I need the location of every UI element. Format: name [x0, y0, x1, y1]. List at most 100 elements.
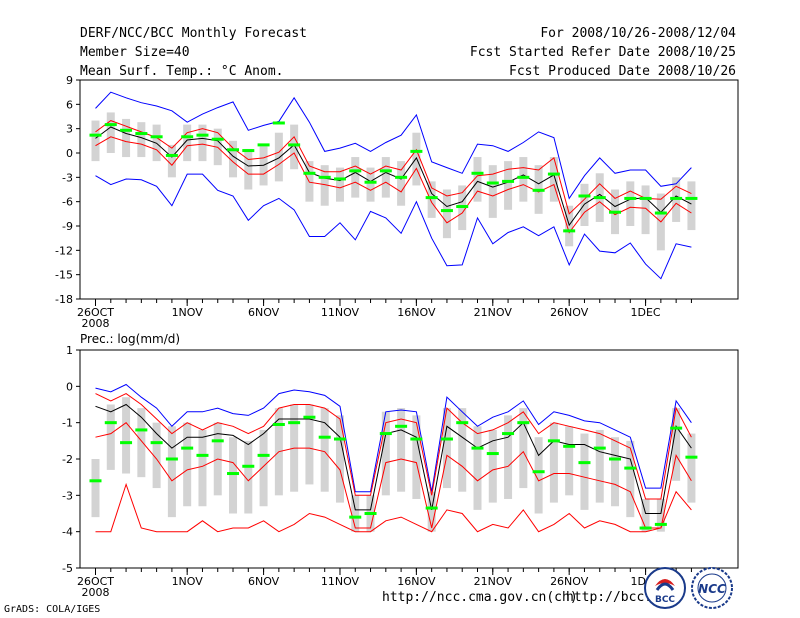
header-left: DERF/NCC/BCC Monthly Forecast Member Siz…: [80, 24, 307, 81]
temp-box: [427, 181, 436, 218]
header-right: For 2008/10/26-2008/12/04 Fcst Started R…: [470, 24, 736, 81]
temp-ytick-label: -15: [55, 269, 73, 282]
prec-median-mark: [502, 432, 515, 436]
prec-median-mark: [364, 512, 377, 515]
temp-xtick-label: 16NOV: [397, 306, 436, 319]
prec-median-mark: [532, 470, 545, 474]
bcc-logo: BCC: [644, 567, 686, 609]
prec-box: [519, 408, 528, 489]
temp-ytick-label: 6: [66, 98, 73, 111]
prec-box: [412, 415, 421, 499]
temp-box: [381, 157, 390, 198]
footer-url-ncc[interactable]: http://ncc.cma.gov.cn(ch): [382, 590, 578, 605]
temp-box: [91, 120, 100, 162]
temp-box: [259, 146, 268, 186]
prec-box: [320, 408, 329, 492]
prec-median-mark: [410, 437, 423, 441]
bcc-logo-text: BCC: [655, 595, 675, 605]
prec-median-mark: [89, 479, 102, 483]
footer-url-bcc[interactable]: http://bcc.c: [566, 590, 660, 605]
prec-median-mark: [150, 441, 163, 445]
prec-box: [351, 495, 360, 532]
temp-line-mean: [95, 126, 692, 227]
prec-median-mark: [379, 432, 392, 436]
grads-credit: GrADS: COLA/IGES: [4, 604, 101, 615]
prec-median-mark: [517, 421, 530, 425]
temp-median-mark: [227, 148, 240, 152]
prec-xtick-label: 21NOV: [474, 575, 513, 588]
prec-median-mark: [318, 435, 331, 439]
temp-median-mark: [303, 171, 316, 175]
temp-box: [229, 140, 238, 178]
temp-median-mark: [89, 133, 102, 137]
temp-xtick-label: 26OCT: [77, 306, 114, 319]
temp-box: [183, 124, 192, 162]
prec-xtick-label: 11NOV: [321, 575, 360, 588]
prec-box: [473, 426, 482, 510]
prec-median-mark: [211, 439, 224, 443]
prec-box: [381, 411, 390, 496]
prec-median-mark: [303, 415, 316, 419]
forecast-title: DERF/NCC/BCC Monthly Forecast: [80, 26, 307, 41]
prec-box: [488, 429, 497, 503]
temp-median-mark: [670, 196, 683, 200]
prec-box: [122, 397, 131, 474]
prec-median-mark: [547, 439, 560, 443]
temp-ytick-label: -6: [62, 196, 73, 209]
temp-median-mark: [196, 133, 209, 137]
temp-box: [442, 189, 451, 239]
prec-median-mark: [440, 437, 453, 441]
prec-median-mark: [639, 526, 652, 530]
prec-box: [672, 408, 681, 481]
prec-box: [106, 404, 115, 470]
prec-box: [259, 429, 268, 507]
temp-box: [519, 157, 528, 202]
prec-median-mark: [181, 446, 194, 450]
temp-median-mark: [471, 171, 484, 175]
prec-box: [198, 429, 207, 507]
prec-median-mark: [685, 455, 698, 459]
prec-box: [229, 437, 238, 514]
prec-box: [656, 498, 665, 532]
prec-box: [137, 408, 146, 478]
prec-box: [91, 459, 100, 518]
temp-box: [488, 165, 497, 218]
temp-frame: [79, 79, 739, 300]
temp-box: [335, 167, 344, 202]
temp-median-mark: [120, 128, 133, 132]
prec-ytick-label: -2: [62, 453, 73, 466]
prec-box: [458, 408, 467, 492]
prec-title: Prec.: log(mm/d): [80, 332, 180, 346]
prec-xtick-label: 6NOV: [248, 575, 280, 588]
temp-xtick-label: 21NOV: [474, 306, 513, 319]
prec-box: [626, 440, 635, 518]
prec-xtick-label: 1NOV: [172, 575, 204, 588]
prec-median-mark: [471, 446, 484, 450]
temp-box: [106, 112, 115, 153]
temp-median-mark: [257, 143, 270, 147]
temp-median-mark: [364, 180, 377, 184]
temp-box: [122, 118, 131, 158]
prec-median-mark: [242, 464, 255, 468]
temp-median-mark: [578, 194, 591, 198]
prec-median-mark: [288, 421, 301, 425]
prec-box: [595, 429, 604, 503]
temp-box: [366, 167, 375, 202]
temp-box: [351, 157, 360, 198]
temp-ytick-label: -18: [55, 293, 73, 306]
temp-ytick-label: 0: [66, 147, 73, 160]
prec-ytick-label: 1: [66, 344, 73, 357]
temp-box: [626, 181, 635, 226]
prec-median-mark: [486, 452, 499, 456]
prec-median-mark: [165, 457, 178, 461]
temp-median-mark: [654, 211, 667, 215]
prec-box: [504, 415, 513, 499]
temp-median-mark: [624, 196, 637, 200]
prec-frame: [79, 349, 739, 569]
temp-box: [504, 161, 513, 210]
forecast-period: For 2008/10/26-2008/12/04: [540, 26, 736, 41]
prec-median-mark: [272, 422, 285, 426]
prec-median-mark: [425, 506, 438, 510]
prec-box: [549, 422, 558, 503]
